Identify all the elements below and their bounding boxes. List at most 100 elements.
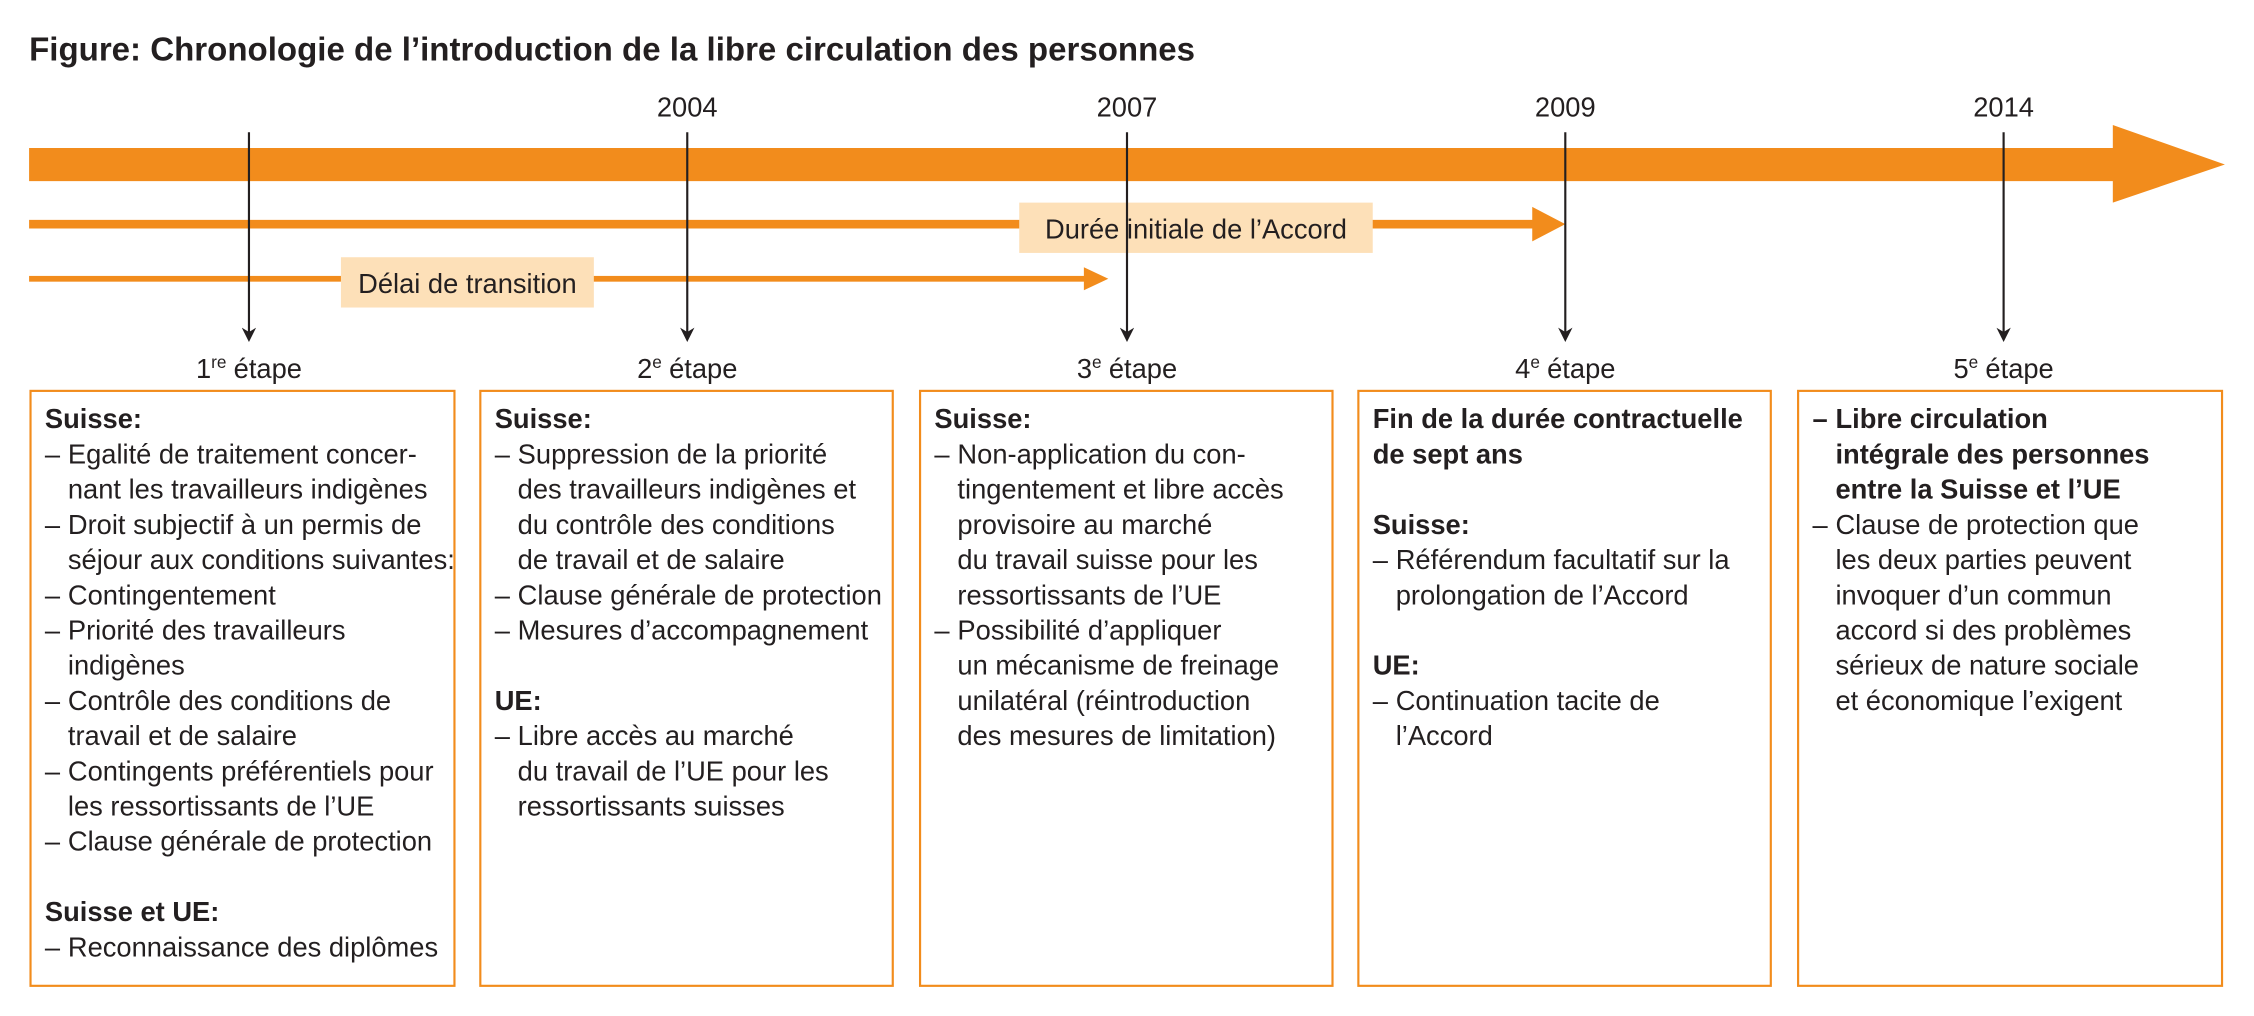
stage-word: étape	[1109, 353, 1177, 384]
stage-number: 1	[196, 353, 211, 384]
stage-sup: e	[1530, 352, 1540, 372]
item-line: ressortissants suisses	[518, 791, 785, 822]
arrow-label: Délai de transition	[358, 268, 577, 299]
item-line: unilatéral (réintroduction	[957, 685, 1250, 716]
item-line: prolongation de l’Accord	[1396, 579, 1689, 610]
item-line: du travail suisse pour les	[957, 544, 1257, 575]
stage-box	[1797, 389, 2224, 987]
item-line: intégrale des personnes	[1835, 438, 2149, 469]
stage-box	[479, 389, 894, 987]
item-line: entre la Suisse et l’UE	[1835, 474, 2120, 505]
stage-word: étape	[669, 353, 737, 384]
item-line: Droit subjectif à un permis de	[68, 509, 422, 540]
bullet: –	[45, 438, 61, 469]
item-line: Contingents préférentiels pour	[68, 755, 434, 786]
item-line: séjour aux conditions suivantes:	[68, 544, 455, 575]
stage-label: 3e étape	[1077, 352, 1177, 384]
stage-sup: re	[211, 352, 226, 372]
stage-number: 5	[1953, 353, 1968, 384]
bullet: –	[1812, 509, 1828, 540]
section-heading: Suisse:	[45, 403, 142, 434]
item-line: et économique l’exigent	[1835, 685, 2122, 716]
stage-label: 4e étape	[1515, 352, 1615, 384]
item-line: des travailleurs indigènes et	[518, 474, 857, 505]
section-heading: UE:	[1373, 650, 1420, 681]
bullet: –	[45, 614, 61, 645]
stage-number: 3	[1077, 353, 1092, 384]
item-line: Possibilité d’appliquer	[957, 614, 1221, 645]
item-line: ressortissants de l’UE	[957, 579, 1221, 610]
section-heading: Suisse et UE:	[45, 896, 219, 927]
transition-arrow-head	[1083, 267, 1109, 291]
item-line: du contrôle des conditions	[518, 509, 835, 540]
bullet: –	[1373, 544, 1389, 575]
stage-word: étape	[1985, 353, 2053, 384]
label-box	[340, 257, 594, 308]
bullet: –	[495, 438, 511, 469]
agreement-arrow	[29, 219, 1541, 229]
stage-number: 4	[1515, 353, 1530, 384]
stage-sup: e	[1092, 352, 1102, 372]
item-line: Contrôle des conditions de	[68, 685, 391, 716]
item-line: les deux parties peuvent	[1835, 544, 2131, 575]
bullet: –	[495, 579, 511, 610]
stage-sup: e	[1969, 352, 1979, 372]
bullet: –	[45, 826, 61, 857]
item-line: invoquer d’un commun	[1835, 579, 2111, 610]
section-heading: Fin de la durée contractuelle	[1373, 403, 1743, 434]
item-line: des mesures de limitation)	[957, 720, 1276, 751]
agreement-arrow-head	[1532, 206, 1566, 242]
bullet: –	[934, 438, 950, 469]
item-line: Clause générale de protection	[518, 579, 882, 610]
item-line: Mesures d’accompagnement	[518, 614, 869, 645]
item-line: un mécanisme de freinage	[957, 650, 1279, 681]
item-line: les ressortissants de l’UE	[68, 791, 374, 822]
stage-sup: e	[652, 352, 662, 372]
stage-word: étape	[234, 353, 302, 384]
bullet: –	[495, 720, 511, 751]
bullet: –	[45, 931, 61, 962]
section-heading: de sept ans	[1373, 438, 1523, 469]
item-line: du travail de l’UE pour les	[518, 755, 829, 786]
item-line: Non-application du con-	[957, 438, 1245, 469]
item-line: Suppression de la priorité	[518, 438, 828, 469]
section-heading: Suisse:	[934, 403, 1031, 434]
item-line: Clause générale de protection	[68, 826, 432, 857]
item-line: Libre accès au marché	[518, 720, 794, 751]
stage-box	[1357, 389, 1772, 987]
stage-number: 2	[637, 353, 652, 384]
year-label: 2009	[1535, 91, 1596, 122]
stage-label: 5e étape	[1953, 352, 2053, 384]
item-line: de travail et de salaire	[518, 544, 785, 575]
item-line: Référendum facultatif sur la	[1396, 544, 1731, 575]
stage-label: 2e étape	[637, 352, 737, 384]
bullet: –	[1373, 685, 1389, 716]
item-line: tingentement et libre accès	[957, 474, 1283, 505]
stage-label: 1re étape	[196, 352, 302, 384]
stage-word: étape	[1547, 353, 1615, 384]
item-line: indigènes	[68, 650, 185, 681]
bullet: –	[45, 509, 61, 540]
item-line: Egalité de traitement concer-	[68, 438, 417, 469]
item-line: Clause de protection que	[1835, 509, 2139, 540]
bullet: –	[45, 755, 61, 786]
title: Figure: Chronologie de l’introduction de…	[29, 31, 1195, 68]
label-box	[1019, 202, 1373, 253]
bullet: –	[934, 614, 950, 645]
item-line: provisoire au marché	[957, 509, 1212, 540]
item-line: Continuation tacite de	[1396, 685, 1660, 716]
item-line: travail et de salaire	[68, 720, 297, 751]
bullet: –	[495, 614, 511, 645]
item-line: Libre circulation	[1835, 403, 2047, 434]
item-line: Priorité des travailleurs	[68, 614, 346, 645]
arrow-label: Durée initiale de l’Accord	[1045, 214, 1347, 245]
bullet: –	[45, 685, 61, 716]
item-line: accord si des problèmes	[1835, 614, 2131, 645]
section-heading: UE:	[495, 685, 542, 716]
item-line: sérieux de nature sociale	[1835, 650, 2138, 681]
section-heading: Suisse:	[1373, 509, 1470, 540]
year-label: 2014	[1973, 91, 2034, 122]
bullet: –	[45, 579, 61, 610]
